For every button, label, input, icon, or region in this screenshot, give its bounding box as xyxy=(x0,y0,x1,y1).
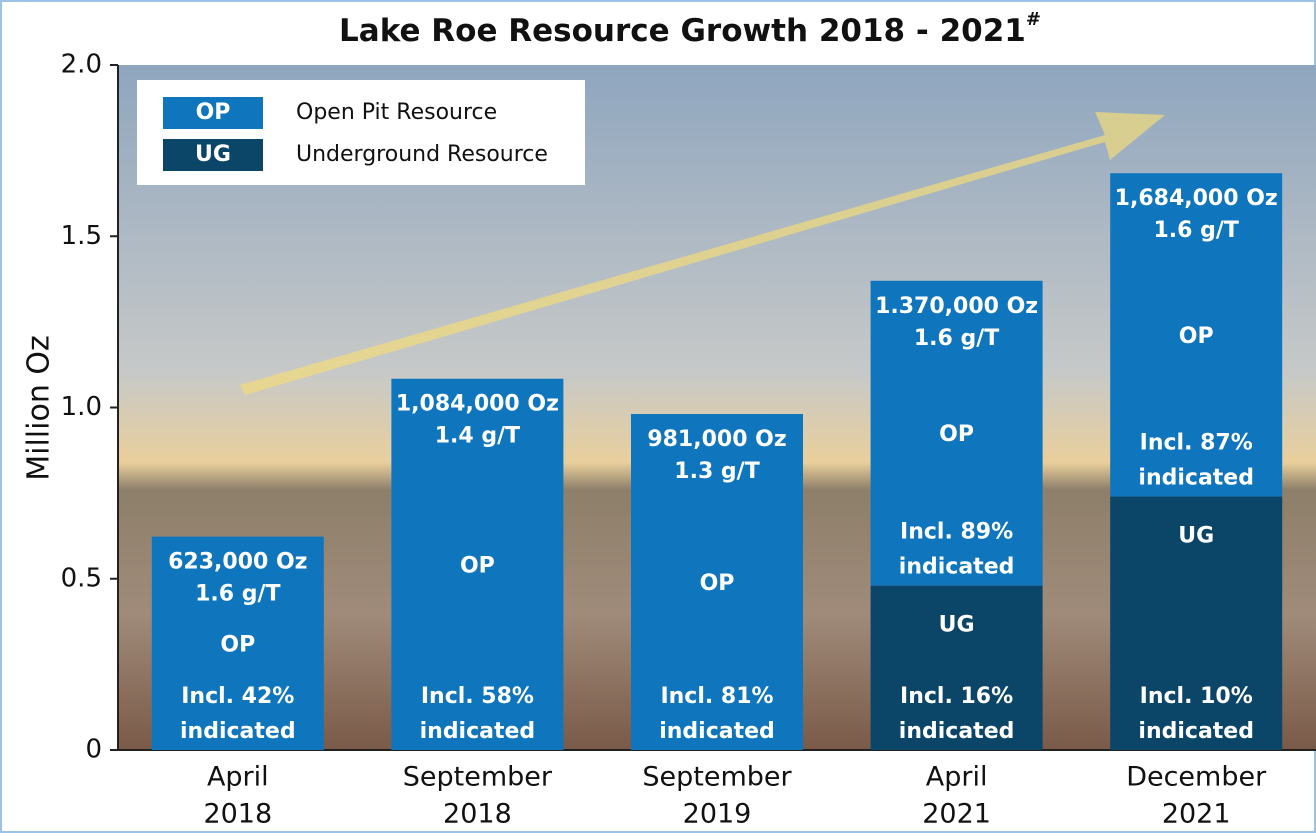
total-label: 981,000 Oz xyxy=(647,427,786,452)
legend-label: Open Pit Resource xyxy=(296,100,497,125)
total-label: 1.6 g/T xyxy=(1153,218,1238,243)
segment-note: Incl. 16% xyxy=(900,684,1013,709)
x-tick-label: April xyxy=(926,762,988,793)
total-label: 1.370,000 Oz xyxy=(875,294,1038,319)
segment-note: indicated xyxy=(180,719,296,744)
title-text: Lake Roe Resource Growth 2018 - 2021 xyxy=(339,13,1026,49)
segment-note: indicated xyxy=(1138,466,1254,491)
segment-note: indicated xyxy=(1138,719,1254,744)
segment-note: Incl. 89% xyxy=(900,520,1013,545)
segment-label: UG xyxy=(1178,524,1214,549)
segment-note: indicated xyxy=(899,719,1015,744)
bar-segment xyxy=(391,378,564,750)
bar-segment xyxy=(151,536,324,750)
bar-segment xyxy=(631,414,803,750)
segment-note: indicated xyxy=(899,555,1015,580)
legend-label: Underground Resource xyxy=(296,142,548,167)
total-label: 1,684,000 Oz xyxy=(1115,186,1278,211)
bar-segment xyxy=(870,280,1043,586)
x-tick-label: 2018 xyxy=(203,799,272,830)
segment-label: OP xyxy=(1179,324,1214,349)
x-tick-label: 2019 xyxy=(683,799,752,830)
y-tick-label: 2.0 xyxy=(61,50,102,80)
segment-note: Incl. 10% xyxy=(1140,684,1253,709)
title-note: # xyxy=(1026,9,1041,30)
segment-label: OP xyxy=(700,571,735,596)
total-label: 1.4 g/T xyxy=(435,424,520,449)
x-tick-label: December xyxy=(1126,762,1267,793)
total-label: 1.6 g/T xyxy=(914,326,999,351)
y-axis-label: Million Oz xyxy=(22,335,57,481)
legend-code: UG xyxy=(195,142,231,167)
segment-label: OP xyxy=(220,632,255,657)
segment-note: Incl. 81% xyxy=(660,684,773,709)
legend-swatch xyxy=(163,97,263,129)
legend-swatch xyxy=(163,139,263,171)
total-label: 1.3 g/T xyxy=(674,459,759,484)
y-tick-label: 0.5 xyxy=(61,563,102,593)
y-tick-label: 0 xyxy=(85,735,102,765)
x-tick-label: September xyxy=(642,762,792,793)
x-tick-label: 2021 xyxy=(1162,799,1231,830)
segment-label: OP xyxy=(460,553,495,578)
bar-segment xyxy=(1110,496,1283,750)
segment-note: Incl. 87% xyxy=(1140,431,1253,456)
growth-arrow xyxy=(240,112,1165,395)
bar-segment xyxy=(1110,173,1283,497)
segment-note: Incl. 58% xyxy=(421,684,534,709)
total-label: 623,000 Oz xyxy=(168,550,307,575)
total-label: 1,084,000 Oz xyxy=(396,392,559,417)
y-tick-label: 1.0 xyxy=(61,392,102,422)
y-tick-label: 1.5 xyxy=(61,221,102,251)
chart-title: Lake Roe Resource Growth 2018 - 2021# xyxy=(339,9,1041,49)
x-tick-label: 2018 xyxy=(443,799,512,830)
legend-code: OP xyxy=(196,100,231,125)
segment-label: OP xyxy=(939,422,974,447)
total-label: 1.6 g/T xyxy=(195,582,280,607)
segment-note: indicated xyxy=(420,719,536,744)
segment-label: UG xyxy=(939,613,975,638)
bar-segment xyxy=(870,585,1043,750)
x-tick-label: September xyxy=(403,762,553,793)
x-tick-label: 2021 xyxy=(922,799,991,830)
x-tick-label: April xyxy=(207,762,269,793)
segment-note: indicated xyxy=(659,719,775,744)
segment-note: Incl. 42% xyxy=(181,684,294,709)
